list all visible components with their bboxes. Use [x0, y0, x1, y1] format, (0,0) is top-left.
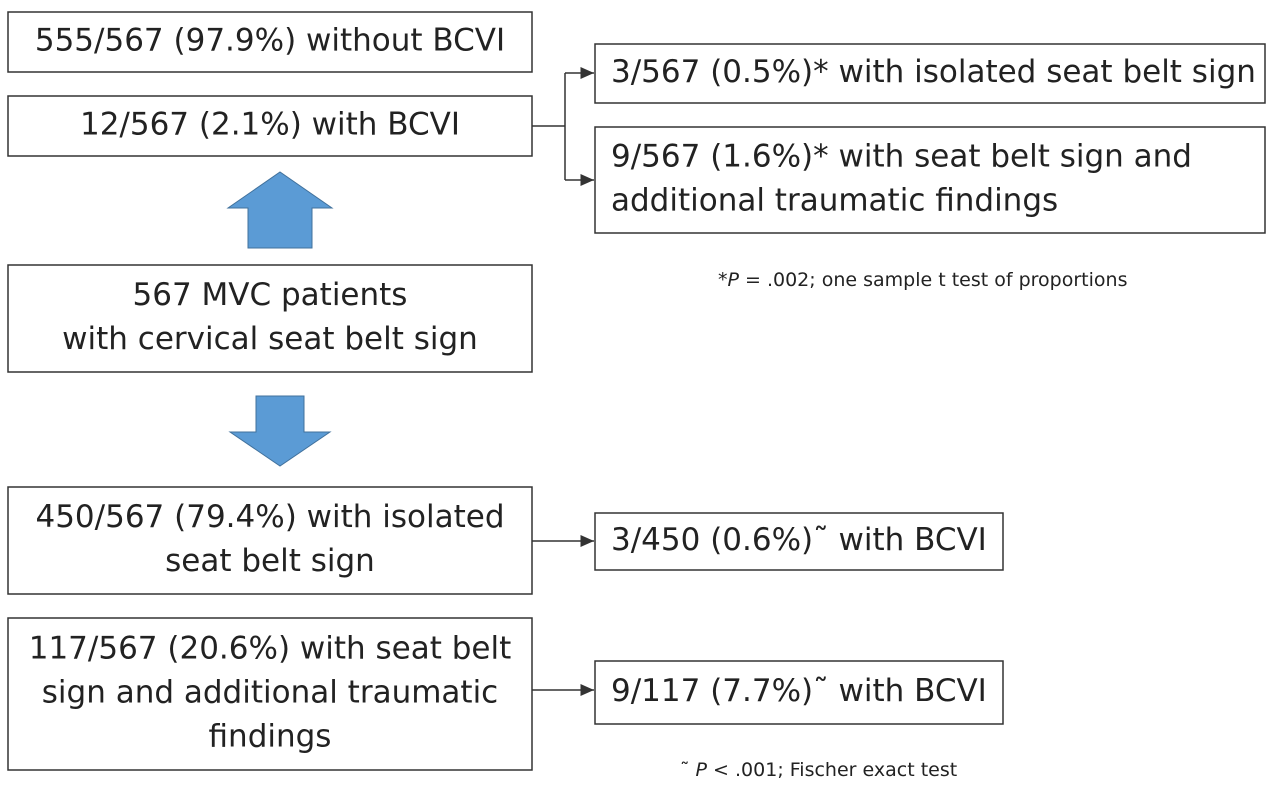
node-label: additional traumatic findings	[611, 183, 1058, 219]
node-box	[7, 486, 533, 595]
node-box	[7, 11, 533, 73]
node-label: seat belt sign	[165, 543, 375, 579]
node-label: 3/567 (0.5%)* with isolated seat belt si…	[611, 54, 1256, 90]
node-box	[594, 660, 1004, 725]
node-box	[7, 617, 533, 771]
node-label: 555/567 (97.9%) without BCVI	[35, 23, 505, 59]
node-label: 450/567 (79.4%) with isolated	[35, 499, 504, 535]
down-arrow	[228, 395, 332, 467]
node-label: with cervical seat belt sign	[62, 321, 478, 357]
node-label: 567 MVC patients	[133, 277, 408, 313]
footnote-stat: P	[728, 269, 740, 291]
node-label: 9/567 (1.6%)* with seat belt sign and	[611, 139, 1192, 175]
footnote: *P = .002; one sample t test of proporti…	[718, 269, 1127, 291]
up-arrow	[226, 171, 334, 249]
footnote-stat: P	[696, 759, 708, 781]
node-box	[7, 95, 533, 157]
node-label: 12/567 (2.1%) with BCVI	[80, 107, 460, 143]
footnote-text: < .001; Fischer exact test	[707, 759, 957, 781]
footnote: ˜ P < .001; Fischer exact test	[680, 759, 957, 781]
node-label: 117/567 (20.6%) with seat belt	[29, 631, 512, 667]
node-box	[594, 126, 1266, 234]
node-box	[7, 264, 533, 373]
node-label: sign and additional traumatic	[42, 675, 498, 711]
footnote-marker: ˜	[680, 759, 696, 781]
node-box	[594, 512, 1004, 571]
node-box	[594, 43, 1266, 104]
node-label: 3/450 (0.6%)˜ with BCVI	[611, 522, 987, 558]
footnote-text: = .002; one sample t test of proportions	[739, 269, 1128, 291]
node-label: 9/117 (7.7%)˜ with BCVI	[611, 673, 987, 709]
node-label: findings	[209, 719, 332, 755]
footnote-marker: *	[718, 269, 728, 291]
